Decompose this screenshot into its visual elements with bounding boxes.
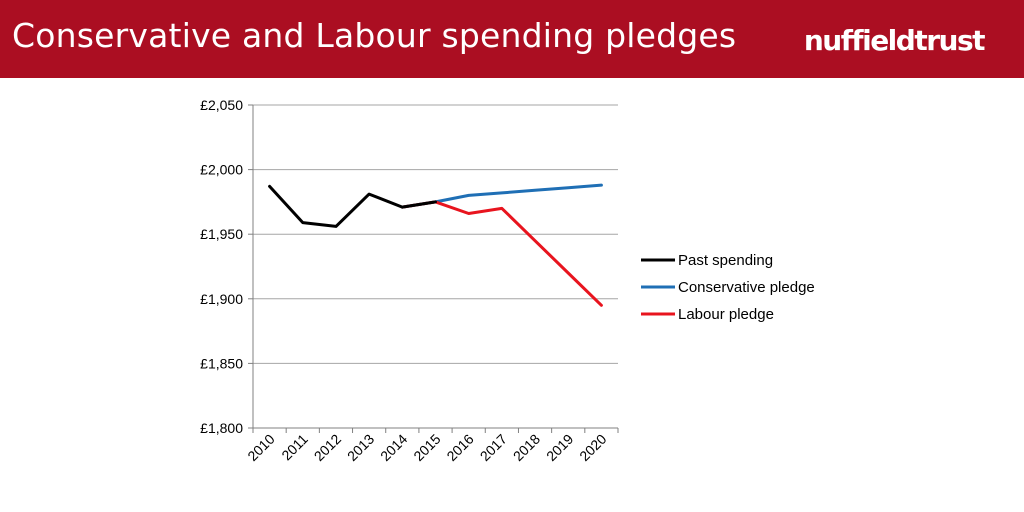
header-banner: Conservative and Labour spending pledges… [0,0,1024,78]
x-tick-label: 2010 [244,431,277,464]
x-tick-label: 2012 [311,431,344,464]
nuffield-trust-logo: nuffieldtrust [803,24,986,57]
legend-label: Labour pledge [678,306,774,323]
y-tick-label: £1,900 [200,291,243,307]
x-tick-label: 2019 [543,431,576,464]
x-tick-label: 2015 [410,431,443,464]
legend-label: Past spending [678,252,773,269]
y-tick-label: £1,950 [200,226,243,242]
x-tick-label: 2017 [477,431,510,464]
page-title: Conservative and Labour spending pledges [12,16,737,55]
legend-label: Conservative pledge [678,279,815,296]
y-tick-label: £2,050 [200,97,243,113]
y-tick-label: £1,850 [200,355,243,371]
x-tick-label: 2016 [443,431,476,464]
x-tick-label: 2018 [510,431,543,464]
x-tick-label: 2011 [278,431,311,464]
x-tick-label: 2020 [576,431,609,464]
y-tick-label: £2,000 [200,162,243,178]
y-tick-label: £1,800 [200,420,243,436]
line-chart: £1,800 £1,850 £1,900 £1,950 £2,000 £2,050 2010… [200,97,815,464]
x-tick-label: 2014 [377,431,410,464]
x-tick-label: 2013 [344,431,377,464]
series-line-labour-pledge [400,200,603,307]
series-line-past-spending [268,184,437,228]
